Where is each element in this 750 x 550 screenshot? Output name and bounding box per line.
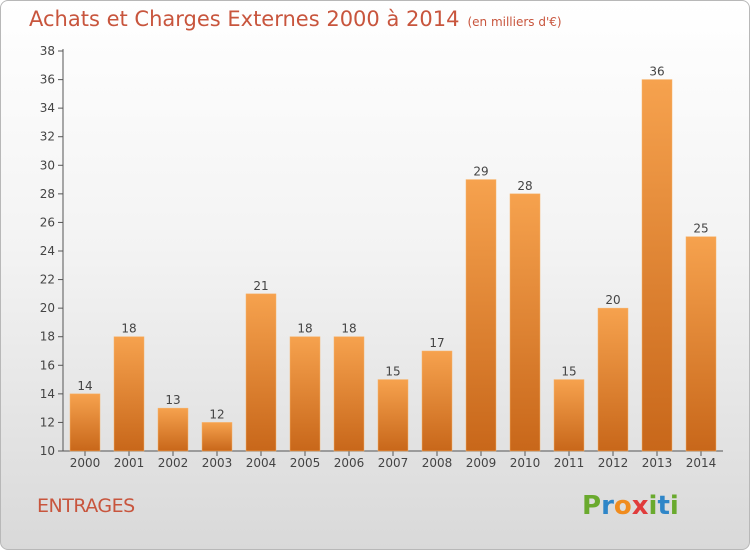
y-tick-label: 16 <box>40 358 55 372</box>
logo-letter: t <box>657 491 670 521</box>
bar-2008 <box>421 350 453 452</box>
y-tick-label: 32 <box>40 130 55 144</box>
y-tick-label: 38 <box>40 44 55 58</box>
logo-letter: r <box>601 491 614 521</box>
logo-letter: o <box>613 491 632 521</box>
x-tick-label: 2008 <box>422 456 453 470</box>
y-tick-label: 26 <box>40 215 55 229</box>
value-label: 29 <box>473 165 488 179</box>
value-labels: 14 18 13 12 21 18 18 15 17 29 28 15 20 36 25 <box>77 65 708 422</box>
title-text: Achats et Charges Externes 2000 à 2014 <box>29 7 460 31</box>
unit-note: (en milliers d'€) <box>467 15 562 29</box>
location-name: ENTRAGES <box>37 495 135 517</box>
value-label: 12 <box>209 407 224 421</box>
x-tick-label: 2006 <box>334 456 365 470</box>
x-tick-label: 2001 <box>114 456 145 470</box>
x-tick-label: 2013 <box>642 456 673 470</box>
y-tick-label: 22 <box>40 273 55 287</box>
bar-2007 <box>377 379 409 452</box>
x-tick-label: 2005 <box>290 456 321 470</box>
y-tick-label: 24 <box>40 244 55 258</box>
bar-2006 <box>333 336 365 452</box>
value-label: 17 <box>429 336 444 350</box>
axes: 10 12 14 16 18 20 22 24 26 28 30 32 34 36 38 2000 2001 20… <box>40 44 723 470</box>
value-label: 36 <box>649 65 664 79</box>
y-tick-label: 14 <box>40 387 55 401</box>
logo-letter: i <box>669 491 679 521</box>
y-tick-label: 20 <box>40 301 55 315</box>
bar-2011 <box>553 379 585 452</box>
x-tick-label: 2003 <box>202 456 233 470</box>
value-label: 18 <box>121 322 136 336</box>
value-label: 13 <box>165 393 180 407</box>
x-tick-label: 2004 <box>246 456 277 470</box>
bar-2012 <box>597 307 629 452</box>
value-label: 14 <box>77 379 92 393</box>
x-tick-label: 2007 <box>378 456 409 470</box>
bar-2003 <box>201 422 233 452</box>
logo-letter: i <box>648 491 658 521</box>
bar-2013 <box>641 79 673 452</box>
bar-2002 <box>157 407 189 452</box>
bar-2009 <box>465 179 497 452</box>
value-label: 25 <box>693 222 708 236</box>
y-tick-label: 36 <box>40 73 55 87</box>
chart-title: Achats et Charges Externes 2000 à 2014 (e… <box>29 7 562 31</box>
y-tick-label: 10 <box>40 444 55 458</box>
bar-2001 <box>113 336 145 452</box>
bar-2005 <box>289 336 321 452</box>
x-tick-label: 2000 <box>70 456 101 470</box>
bars <box>69 79 717 452</box>
x-tick-label: 2014 <box>686 456 717 470</box>
y-tick-label: 28 <box>40 187 55 201</box>
y-tick-label: 34 <box>40 101 55 115</box>
value-label: 18 <box>341 322 356 336</box>
x-tick-label: 2002 <box>158 456 189 470</box>
x-tick-label: 2012 <box>598 456 629 470</box>
x-tick-label: 2010 <box>510 456 541 470</box>
y-tick-label: 30 <box>40 158 55 172</box>
y-tick-label: 18 <box>40 330 55 344</box>
value-label: 18 <box>297 322 312 336</box>
proxiti-logo: Proxiti <box>582 491 679 521</box>
value-label: 20 <box>605 293 620 307</box>
bar-2000 <box>69 393 101 452</box>
logo-letter: x <box>631 491 649 521</box>
x-tick-label: 2009 <box>466 456 497 470</box>
value-label: 28 <box>517 179 532 193</box>
bar-2004 <box>245 293 277 452</box>
value-label: 21 <box>253 279 268 293</box>
x-tick-label: 2011 <box>554 456 585 470</box>
bar-2014 <box>685 236 717 452</box>
y-tick-label: 12 <box>40 415 55 429</box>
value-label: 15 <box>385 365 400 379</box>
value-label: 15 <box>561 365 576 379</box>
logo-letter: P <box>582 491 602 521</box>
bar-2010 <box>509 193 541 452</box>
